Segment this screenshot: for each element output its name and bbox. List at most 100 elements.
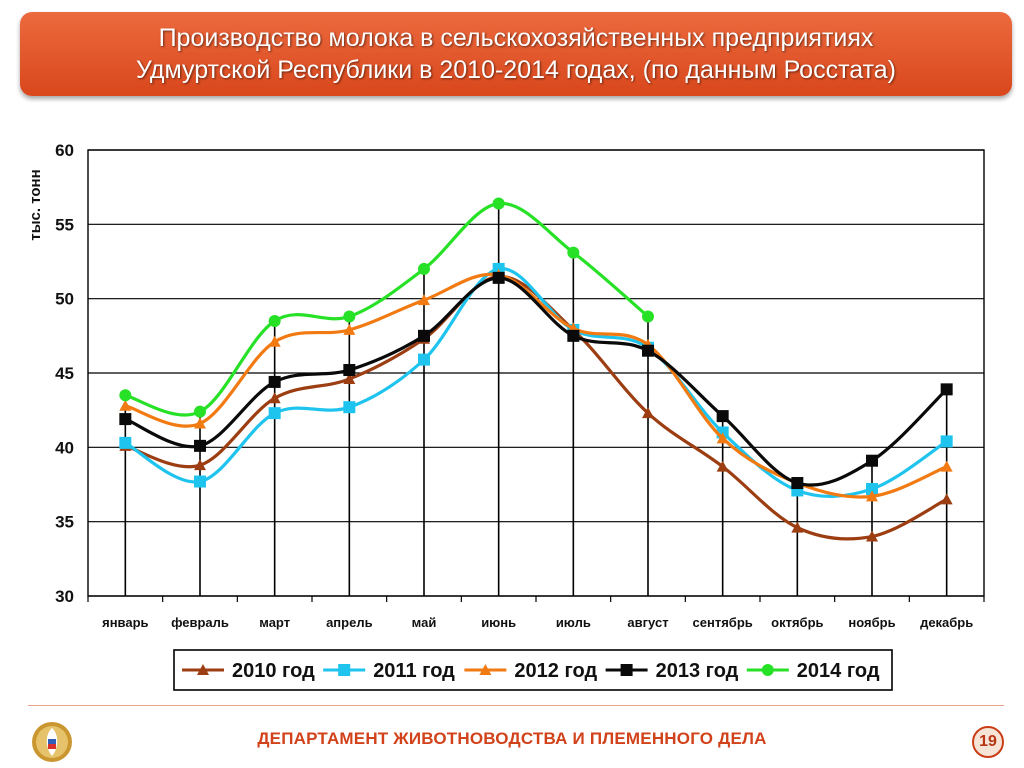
series-layer [119, 197, 953, 542]
ministry-emblem-icon [30, 720, 74, 764]
y-tick-label: 55 [55, 215, 74, 234]
data-point [418, 294, 430, 306]
page-number: 19 [979, 733, 997, 750]
data-point [567, 246, 580, 259]
x-tick-label: июль [556, 615, 591, 630]
data-point [492, 197, 505, 210]
data-point [194, 459, 206, 471]
data-point [940, 460, 953, 472]
x-tick-label: май [412, 615, 437, 630]
data-point [194, 475, 206, 488]
x-tick-label: август [627, 615, 668, 630]
axis-layer: 30 35 40 45 50 55 60 январь февраль март апрель май… [27, 141, 985, 630]
data-point [343, 401, 356, 414]
data-point [343, 364, 356, 377]
data-point [716, 410, 729, 423]
series-line [124, 276, 948, 487]
footer-divider [28, 705, 1004, 706]
data-point [119, 399, 132, 411]
series-line [124, 201, 650, 417]
legend-label: 2012 год [514, 660, 597, 682]
data-point [194, 439, 206, 452]
x-tick-label: ноябрь [848, 615, 895, 630]
data-point [119, 436, 132, 449]
legend-item: 2013 год [605, 660, 739, 682]
data-point [567, 329, 580, 342]
series-4 [119, 271, 953, 490]
data-point [418, 329, 430, 342]
legend-marker [338, 664, 351, 676]
data-point [866, 482, 878, 495]
data-point [940, 383, 953, 396]
drop-lines [124, 203, 948, 596]
y-tick-label: 40 [55, 438, 74, 457]
data-point [268, 335, 281, 347]
data-point [642, 344, 654, 357]
data-point [866, 530, 878, 542]
series-line [124, 274, 948, 541]
data-point [343, 310, 356, 323]
legend-item: 2011 год [323, 660, 455, 682]
data-point [642, 310, 654, 323]
data-point [194, 405, 206, 418]
page-number-badge: 19 [972, 726, 1004, 758]
x-tick-label: февраль [171, 615, 229, 630]
data-point [492, 271, 505, 284]
data-point [268, 375, 281, 388]
legend-label: 2010 год [232, 660, 315, 682]
data-point [940, 435, 953, 448]
legend-item: 2010 год [182, 660, 315, 682]
grid-layer [88, 149, 984, 597]
data-point [642, 407, 654, 419]
title-banner: Производство молока в сельскохозяйственн… [20, 12, 1012, 96]
data-point [268, 407, 281, 420]
legend-item: 2014 год [746, 660, 880, 682]
y-tick-label: 35 [55, 513, 74, 532]
x-tick-label: март [259, 615, 290, 630]
y-tick-label: 50 [55, 290, 74, 309]
title-line-2: Удмуртской Республики в 2010-2014 годах,… [135, 56, 896, 84]
chart-area: 30 35 40 45 50 55 60 январь февраль март апрель май… [0, 120, 1024, 700]
legend-marker [620, 664, 633, 676]
data-point [194, 417, 206, 429]
x-tick-label: октябрь [771, 615, 823, 630]
data-point [343, 372, 356, 384]
data-point [866, 490, 878, 502]
legend: 2010 год 2011 год 2012 год 2013 год 2014 год [173, 649, 893, 691]
x-tick-label: апрель [326, 615, 373, 630]
series-1 [119, 270, 953, 542]
legend-label: 2014 год [797, 660, 880, 682]
x-tick-label: декабрь [920, 615, 973, 630]
data-point [791, 477, 804, 490]
y-tick-label: 30 [55, 587, 74, 606]
data-point [418, 262, 430, 275]
legend-marker [761, 664, 774, 676]
x-tick-label: июнь [481, 615, 516, 630]
data-point [268, 392, 281, 404]
data-point [418, 353, 430, 366]
legend-label: 2011 год [373, 660, 455, 682]
title-line-1: Производство молока в сельскохозяйственн… [158, 24, 874, 52]
series-line [124, 272, 948, 499]
data-point [716, 460, 729, 472]
x-tick-label: январь [102, 615, 148, 630]
legend-marker [479, 664, 492, 675]
data-point [791, 521, 804, 533]
data-point [119, 413, 132, 426]
data-point [268, 314, 281, 327]
data-point [940, 493, 953, 505]
y-tick-label: 60 [55, 141, 74, 160]
legend-item: 2012 год [464, 660, 597, 682]
y-tick-label: 45 [55, 364, 74, 383]
x-tick-label: сентябрь [693, 615, 753, 630]
legend-label: 2013 год [656, 660, 739, 682]
data-point [119, 389, 132, 402]
y-axis-label: тыс. тонн [27, 169, 44, 240]
data-point [866, 454, 878, 467]
data-point [343, 323, 356, 335]
legend-marker [197, 664, 209, 675]
department-footer: ДЕПАРТАМЕНТ ЖИВОТНОВОДСТВА И ПЛЕМЕННОГО … [257, 729, 767, 748]
series-5 [119, 197, 654, 418]
data-point [716, 432, 729, 444]
milk-production-chart: 30 35 40 45 50 55 60 январь февраль март апрель май… [27, 141, 985, 691]
